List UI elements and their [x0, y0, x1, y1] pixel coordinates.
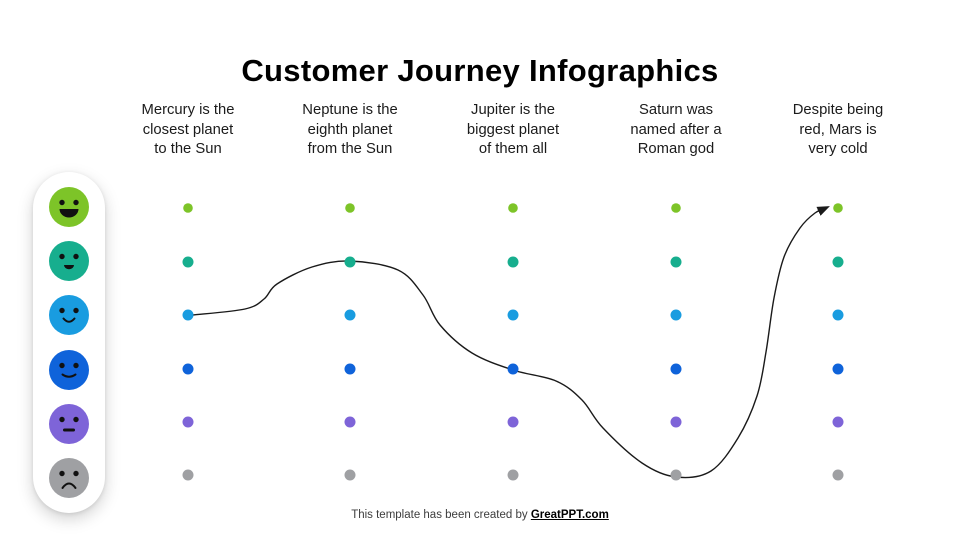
- journey-dot-col1-row4: [182, 363, 194, 375]
- journey-dot-col1-row2: [182, 256, 194, 268]
- journey-dot-col4-row6: [670, 469, 682, 481]
- page-title: Customer Journey Infographics: [241, 53, 719, 88]
- footer-text: This template has been created by: [351, 509, 531, 521]
- column-header-line: Roman god: [637, 141, 715, 158]
- column-header-line: biggest planet: [466, 121, 560, 138]
- column-header-1: Mercury is the closest planet to the Sun: [93, 101, 283, 160]
- journey-dot-col3-row5: [507, 416, 519, 428]
- journey-dot-col1-row1: [183, 203, 193, 213]
- journey-dot-col1-row6: [182, 469, 194, 481]
- very-happy-face-icon: [49, 187, 89, 227]
- mood-legend: [33, 172, 105, 513]
- journey-dot-col2-row2: [344, 256, 356, 268]
- journey-dot-col2-row5: [344, 416, 356, 428]
- column-header-line: named after a: [630, 121, 722, 138]
- journey-dot-col5-row4: [832, 363, 844, 375]
- neutral-face-icon: [49, 403, 89, 444]
- journey-dot-col2-row1: [345, 203, 355, 213]
- journey-dot-col3-row4: [507, 363, 519, 375]
- journey-dot-col3-row6: [507, 469, 519, 481]
- column-header-line: from the Sun: [307, 141, 393, 158]
- column-header-4: Saturn was named after a Roman god: [581, 101, 771, 160]
- journey-dot-col3-row1: [508, 203, 518, 213]
- column-header-line: red, Mars is: [799, 121, 877, 138]
- unhappy-face-icon: [49, 457, 89, 498]
- journey-dot-col4-row3: [670, 309, 682, 321]
- content-face-icon: [49, 295, 89, 336]
- journey-dot-col3-row2: [507, 256, 519, 268]
- journey-dot-col3-row3: [507, 309, 519, 321]
- column-header-2: Neptune is the eighth planet from the Sun: [255, 101, 445, 160]
- footer-credit: This template has been created by GreatP…: [0, 509, 960, 521]
- column-header-line: eighth planet: [307, 121, 393, 138]
- journey-dot-col4-row1: [671, 203, 681, 213]
- column-header-line: Mercury is the: [141, 102, 235, 118]
- journey-dot-col1-row5: [182, 416, 194, 428]
- column-header-line: Neptune is the: [302, 102, 398, 118]
- column-header-line: to the Sun: [154, 141, 222, 158]
- journey-dot-col5-row5: [832, 416, 844, 428]
- footer-link[interactable]: GreatPPT.com: [530, 509, 609, 521]
- column-header-5: Despite being red, Mars is very cold: [743, 101, 933, 160]
- column-header-line: of them all: [478, 141, 548, 158]
- column-header-line: Saturn was: [638, 102, 714, 118]
- column-header-3: Jupiter is the biggest planet of them all: [418, 101, 608, 160]
- journey-path: [192, 206, 830, 479]
- column-header-line: closest planet: [142, 121, 234, 138]
- column-header-line: Despite being: [792, 102, 884, 118]
- column-header-line: very cold: [808, 141, 868, 158]
- okay-face-icon: [49, 349, 89, 390]
- journey-dot-col5-row1: [833, 203, 843, 213]
- column-header-line: Jupiter is the: [471, 102, 555, 118]
- journey-dot-col2-row4: [344, 363, 356, 375]
- happy-face-icon: [49, 241, 89, 282]
- journey-dot-col5-row6: [832, 469, 844, 481]
- journey-dot-col5-row2: [832, 256, 844, 268]
- journey-dot-col4-row2: [670, 256, 682, 268]
- journey-dot-col4-row5: [670, 416, 682, 428]
- journey-dot-col2-row6: [344, 469, 356, 481]
- journey-dot-col1-row3: [182, 309, 194, 321]
- journey-dot-col2-row3: [344, 309, 356, 321]
- journey-dot-col4-row4: [670, 363, 682, 375]
- journey-dot-col5-row3: [832, 309, 844, 321]
